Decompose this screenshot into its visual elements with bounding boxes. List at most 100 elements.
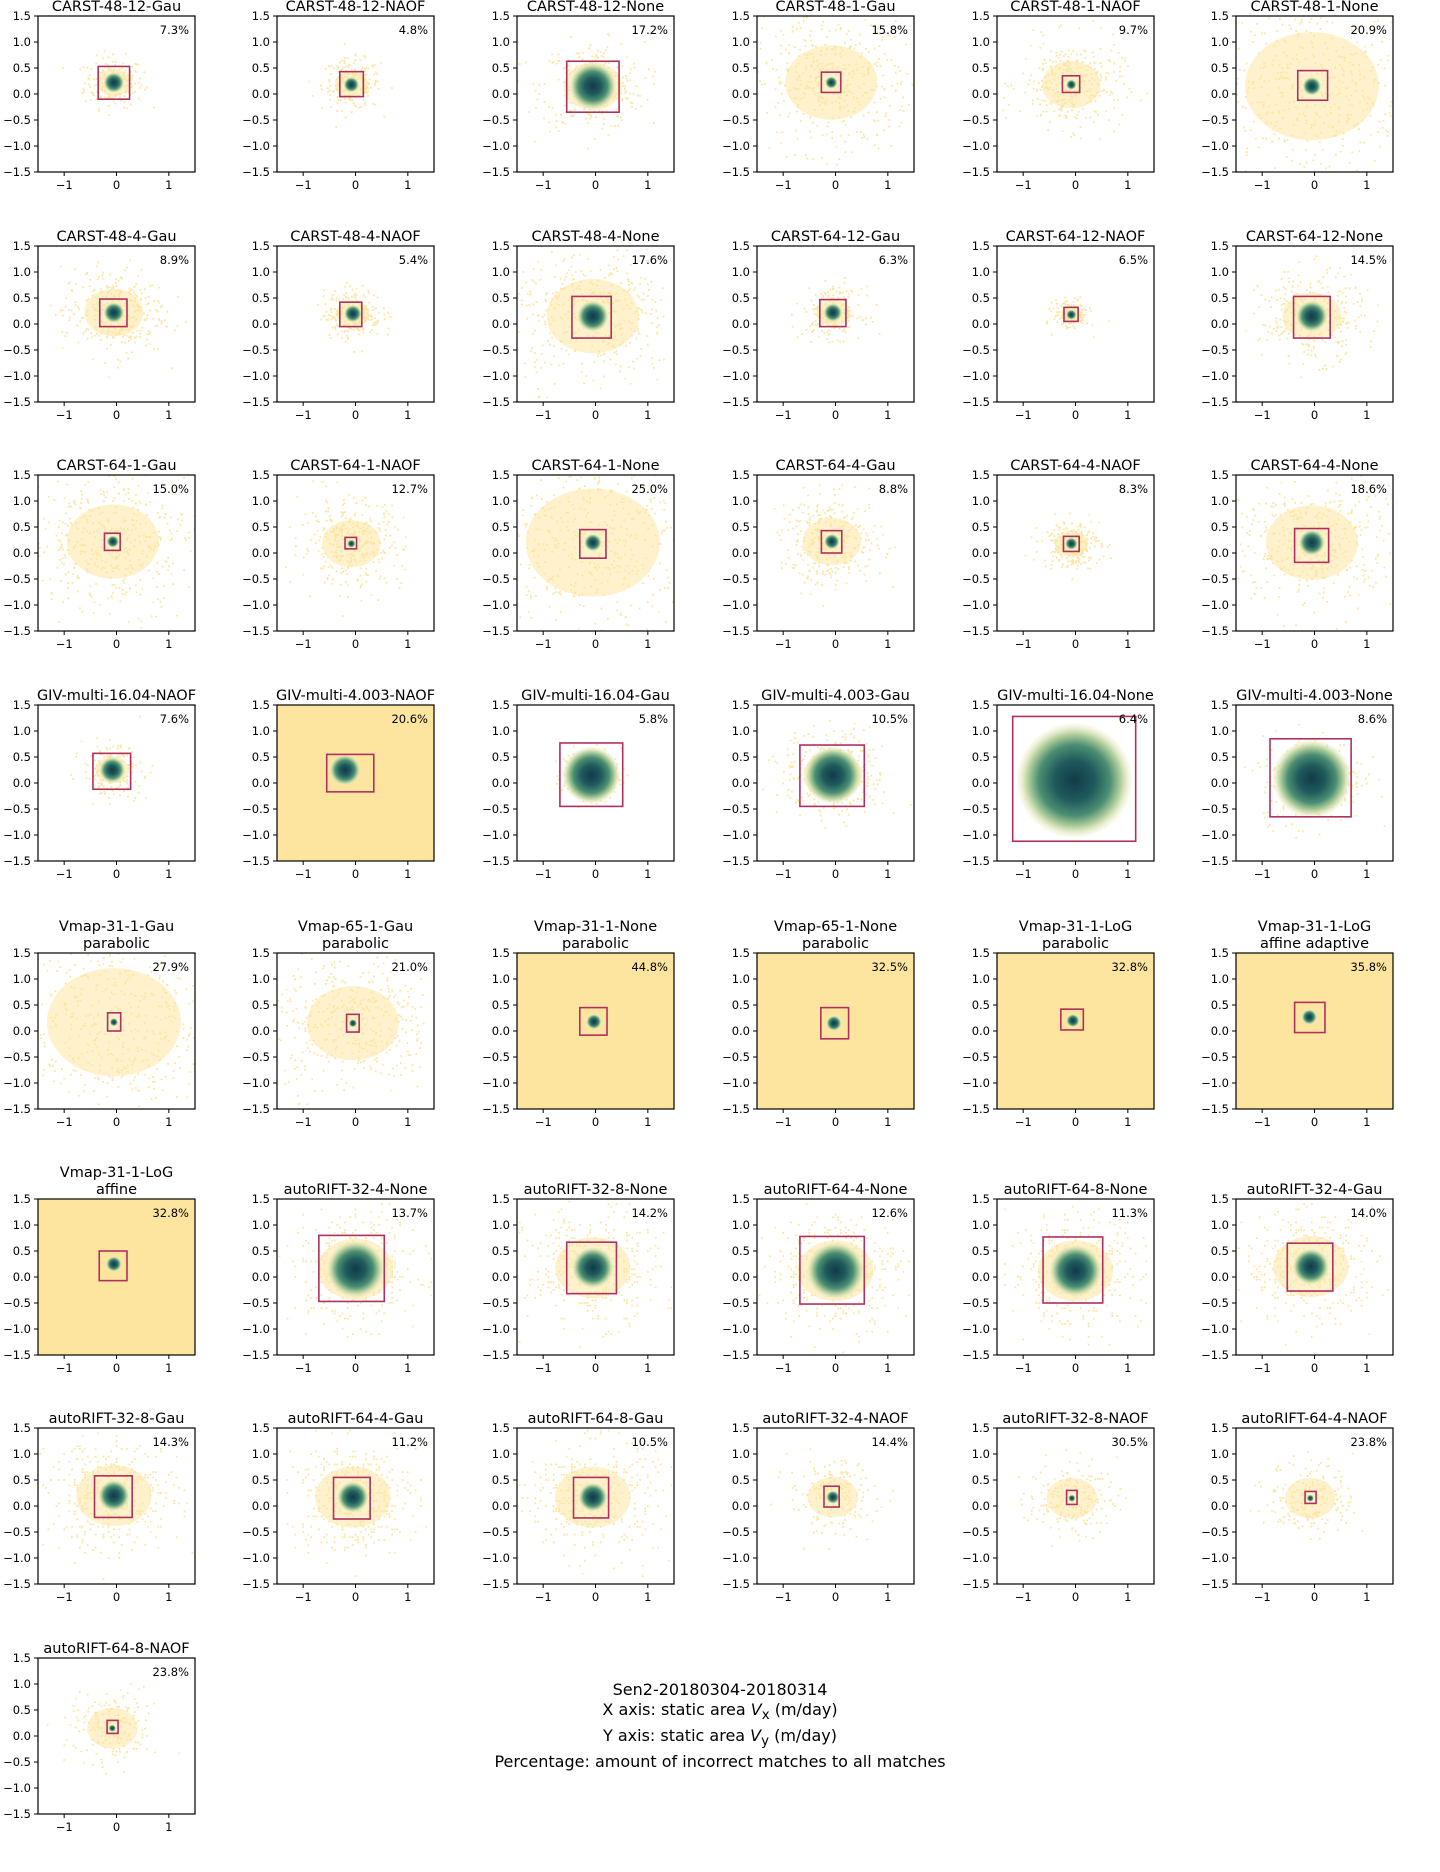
scatter-point xyxy=(1291,134,1294,137)
scatter-point xyxy=(1079,321,1082,323)
scatter-point xyxy=(363,316,366,319)
scatter-point xyxy=(624,85,626,88)
scatter-point xyxy=(1091,83,1093,86)
scatter-point xyxy=(1051,89,1054,92)
scatter-point xyxy=(127,91,130,93)
scatter-point xyxy=(153,544,156,547)
scatter-point xyxy=(831,137,834,139)
scatter-point xyxy=(1357,316,1360,319)
scatter-point xyxy=(380,61,383,64)
x-tick-label: 1 xyxy=(884,408,891,422)
scatter-point xyxy=(90,91,93,94)
scatter-point xyxy=(591,345,594,348)
scatter-point xyxy=(137,617,140,620)
scatter-point xyxy=(100,87,103,90)
scatter-point xyxy=(1346,121,1348,124)
scatter-point xyxy=(659,501,661,504)
scatter-point xyxy=(845,68,847,71)
scatter-point xyxy=(344,65,347,68)
scatter-point xyxy=(833,322,836,325)
scatter-point xyxy=(629,264,632,266)
scatter-point xyxy=(581,58,584,60)
scatter-point xyxy=(127,328,130,331)
scatter-point xyxy=(1278,193,1280,195)
scatter-point xyxy=(127,553,130,556)
scatter-point xyxy=(76,324,79,327)
scatter-point xyxy=(403,548,406,551)
scatter-point xyxy=(847,90,850,93)
scatter-point xyxy=(551,298,554,301)
scatter-point xyxy=(603,64,605,66)
scatter-point xyxy=(1082,79,1085,82)
scatter-point xyxy=(525,281,528,284)
scatter-point xyxy=(1239,69,1241,71)
scatter-point xyxy=(134,70,137,73)
scatter-point xyxy=(833,48,836,51)
y-tick-label: 1.5 xyxy=(492,9,510,23)
scatter-point xyxy=(99,76,102,79)
scatter-point xyxy=(805,329,808,331)
scatter-point xyxy=(1305,289,1308,292)
y-tick-label: −0.5 xyxy=(722,113,750,127)
scatter-point xyxy=(1283,320,1286,323)
scatter-point xyxy=(598,350,600,352)
scatter-point xyxy=(825,47,828,50)
scatter-point xyxy=(1080,311,1083,314)
scatter-point xyxy=(1081,318,1083,321)
scatter-point xyxy=(174,493,177,495)
scatter-point xyxy=(1360,314,1363,317)
scatter-point xyxy=(1067,67,1070,70)
scatter-point xyxy=(80,502,83,505)
scatter-point xyxy=(340,74,343,77)
scatter-point xyxy=(583,532,586,535)
scatter-point xyxy=(366,312,369,315)
scatter-point xyxy=(853,110,856,113)
scatter-point xyxy=(599,552,602,555)
scatter-point xyxy=(193,515,195,517)
scatter-point xyxy=(1008,103,1010,106)
scatter-point xyxy=(1245,62,1248,65)
scatter-point xyxy=(854,44,857,46)
y-tick-label: −1.5 xyxy=(242,165,270,179)
subplot-title: CARST-64-12-None xyxy=(1246,229,1383,245)
scatter-point xyxy=(112,548,115,551)
scatter-point xyxy=(102,539,105,541)
scatter-point xyxy=(329,542,331,545)
scatter-point xyxy=(881,36,884,38)
scatter-point xyxy=(1049,59,1051,61)
scatter-point xyxy=(107,56,110,59)
scatter-point xyxy=(638,607,641,610)
scatter-point xyxy=(1354,327,1357,330)
scatter-point xyxy=(1326,302,1329,305)
scatter-point xyxy=(1055,299,1057,302)
scatter-point xyxy=(340,330,343,333)
scatter-point xyxy=(115,555,118,558)
scatter-point xyxy=(593,550,596,553)
scatter-point xyxy=(134,69,137,72)
scatter-point xyxy=(128,549,131,551)
scatter-point xyxy=(59,580,62,582)
scatter-point xyxy=(567,310,570,313)
scatter-point xyxy=(117,529,120,532)
scatter-point xyxy=(357,94,360,97)
y-tick-label: −1.5 xyxy=(962,165,990,179)
scatter-point xyxy=(82,88,85,91)
scatter-point xyxy=(112,570,115,573)
scatter-point xyxy=(1070,135,1072,138)
scatter-point xyxy=(633,66,636,69)
scatter-point xyxy=(616,249,619,252)
scatter-point xyxy=(1119,65,1122,68)
scatter-point xyxy=(359,305,362,307)
scatter-point xyxy=(614,310,617,313)
scatter-point xyxy=(517,330,520,333)
scatter-point xyxy=(94,536,97,539)
scatter-point xyxy=(378,527,381,530)
scatter-point xyxy=(1226,105,1228,107)
scatter-point xyxy=(351,534,354,537)
x-tick-label: −1 xyxy=(295,178,312,192)
scatter-point xyxy=(1383,84,1386,87)
scatter-point xyxy=(1277,137,1280,140)
scatter-point xyxy=(389,534,392,537)
scatter-point xyxy=(1295,53,1298,56)
scatter-point xyxy=(124,79,127,82)
